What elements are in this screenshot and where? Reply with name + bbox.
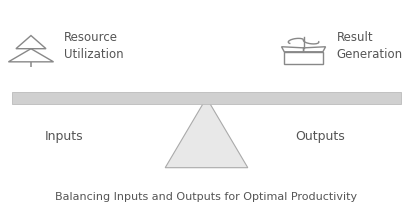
Text: Outputs: Outputs	[295, 130, 345, 143]
Text: Result
Generation: Result Generation	[337, 31, 403, 61]
Text: Balancing Inputs and Outputs for Optimal Productivity: Balancing Inputs and Outputs for Optimal…	[55, 192, 358, 202]
Text: Resource
Utilization: Resource Utilization	[64, 31, 123, 61]
Text: Inputs: Inputs	[45, 130, 83, 143]
Polygon shape	[165, 98, 248, 168]
Bar	[12, 92, 401, 104]
Bar	[284, 52, 323, 63]
